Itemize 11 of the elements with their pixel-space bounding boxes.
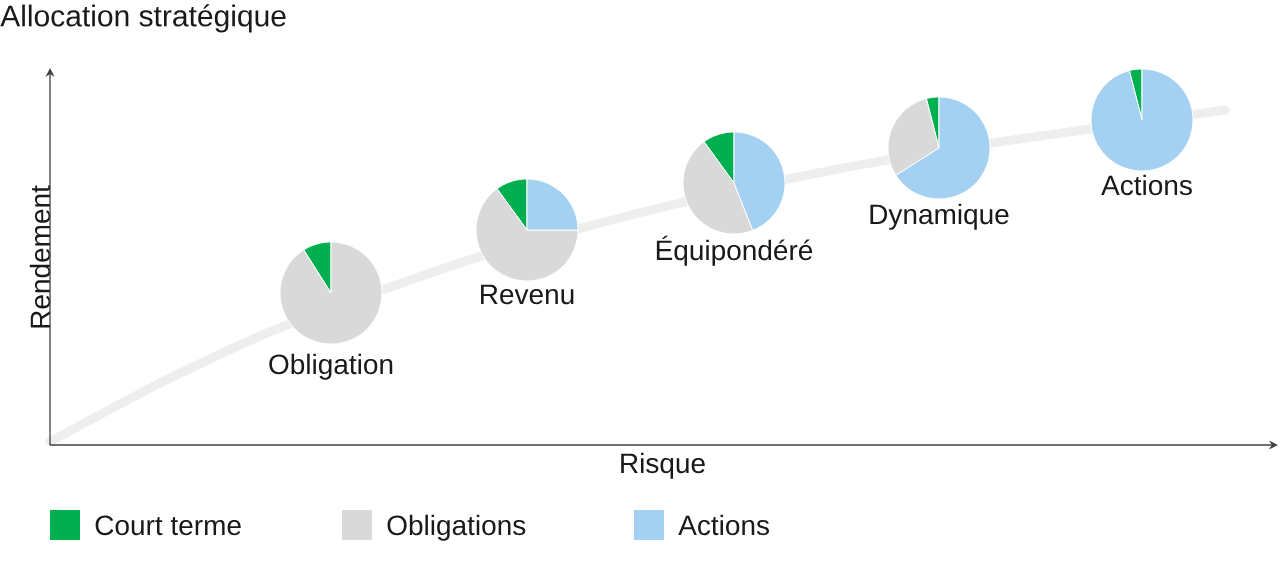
legend-label: Court terme — [95, 515, 241, 536]
x-axis-title: Risque — [621, 452, 705, 479]
slice-label: Obligation — [269, 353, 393, 380]
slice-label: Revenu — [481, 284, 574, 305]
slice-label: Actions — [1101, 174, 1192, 196]
slice-label: Équipondéré — [656, 235, 813, 266]
chart-title: Allocation stratégique — [0, 4, 286, 33]
legend-label: Actions — [678, 514, 769, 536]
legend-label: Obligations — [387, 514, 526, 541]
y-axis-title: Rendement — [29, 185, 51, 328]
slice-label: Dynamique — [870, 203, 1009, 230]
